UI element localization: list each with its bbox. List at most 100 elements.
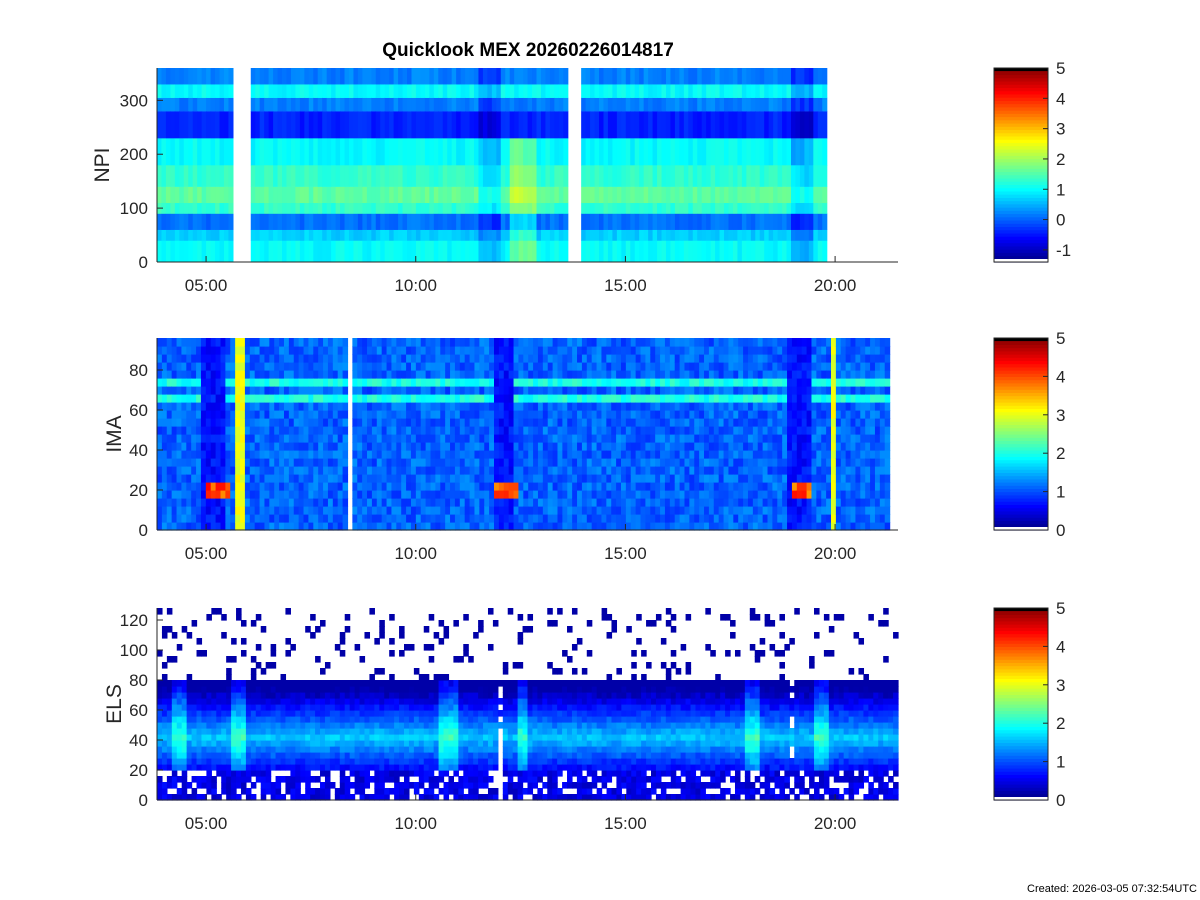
npi-cell xyxy=(697,68,703,85)
ima-cell xyxy=(767,498,773,507)
ima-cell xyxy=(777,458,783,467)
npi-cell xyxy=(500,68,506,85)
ima-cell xyxy=(171,370,178,379)
ima-cell xyxy=(494,458,500,467)
ima-cell xyxy=(567,490,573,499)
ima-cell xyxy=(376,466,383,475)
ima-cell xyxy=(806,418,813,427)
ima-cell xyxy=(630,474,637,483)
npi-cell xyxy=(500,213,506,230)
npi-cell xyxy=(295,229,301,241)
npi-cell xyxy=(340,202,346,214)
ima-cell xyxy=(606,450,612,459)
ima-cell xyxy=(420,522,427,531)
ima-cell xyxy=(772,482,778,491)
ima-cell xyxy=(777,434,783,443)
ima-cell xyxy=(166,426,173,435)
npi-cell xyxy=(549,202,555,214)
npi-cell xyxy=(724,68,730,85)
npi-cell xyxy=(737,138,743,166)
ima-cell xyxy=(694,474,700,483)
ima-cell xyxy=(450,386,456,395)
npi-cell xyxy=(201,213,207,230)
ima-cell xyxy=(640,458,647,467)
ima-cell xyxy=(171,338,178,347)
ima-cell xyxy=(415,410,422,419)
ima-cell xyxy=(166,418,173,427)
ima-cell xyxy=(616,410,622,419)
ima-cell xyxy=(484,490,490,499)
colorbar-step xyxy=(994,245,1048,250)
ima-cell xyxy=(337,370,344,379)
npi-cell xyxy=(692,186,698,204)
ima-cell xyxy=(601,418,607,427)
npi-cell xyxy=(581,84,587,98)
npi-cell xyxy=(393,138,399,166)
ima-cell xyxy=(171,442,178,451)
npi-cell xyxy=(621,97,627,112)
ima-cell xyxy=(352,338,358,347)
npi-cell xyxy=(518,97,524,112)
ima-cell xyxy=(191,426,197,435)
ima-cell xyxy=(806,370,813,379)
ima-cell xyxy=(831,522,837,531)
npi-cell xyxy=(652,138,658,166)
ima-cell xyxy=(454,362,461,371)
npi-cell xyxy=(335,213,341,230)
ima-cell xyxy=(596,370,603,379)
npi-cell xyxy=(813,165,819,187)
ima-cell xyxy=(445,370,451,379)
ima-cell xyxy=(313,450,319,459)
npi-cell xyxy=(715,138,721,166)
ima-cell xyxy=(718,482,725,491)
ima-cell xyxy=(244,338,251,347)
ima-cell xyxy=(313,394,319,403)
ima-cell xyxy=(733,514,739,523)
ima-cell xyxy=(547,426,554,435)
npi-cell xyxy=(737,68,743,85)
ima-cell xyxy=(479,354,485,363)
ima-cell xyxy=(679,346,686,355)
ima-cell xyxy=(415,466,422,475)
ima-cell xyxy=(235,514,241,523)
npi-cell xyxy=(661,186,667,204)
ima-cell xyxy=(430,426,436,435)
ima-cell xyxy=(547,346,554,355)
ima-cell xyxy=(337,474,344,483)
ima-cell xyxy=(503,394,510,403)
npi-cell xyxy=(728,97,734,112)
ima-cell xyxy=(679,402,686,411)
ima-cell xyxy=(791,418,798,427)
ima-cell xyxy=(596,522,603,531)
ima-cell xyxy=(215,474,222,483)
ima-cell xyxy=(572,378,578,387)
npi-cell xyxy=(728,240,734,263)
ima-cell xyxy=(782,410,788,419)
npi-cell xyxy=(679,202,685,214)
npi-cell xyxy=(420,84,426,98)
ima-cell xyxy=(249,378,256,387)
ima-cell xyxy=(279,410,285,419)
npi-cell xyxy=(514,202,520,214)
ima-cell xyxy=(249,338,256,347)
ima-cell xyxy=(572,506,578,515)
ima-cell xyxy=(157,426,163,435)
ima-cell xyxy=(327,506,334,515)
ima-cell xyxy=(298,450,305,459)
ima-cell xyxy=(733,482,739,491)
npi-cell xyxy=(701,229,707,241)
ima-cell xyxy=(494,394,500,403)
ima-cell xyxy=(249,490,256,499)
ima-cell xyxy=(327,362,334,371)
colorbar-step xyxy=(994,142,1048,147)
ima-cell xyxy=(591,338,598,347)
npi-cell xyxy=(652,229,658,241)
npi-cell xyxy=(545,202,551,214)
ima-cell xyxy=(459,426,466,435)
ima-cell xyxy=(635,482,642,491)
colorbar-step xyxy=(994,110,1048,114)
ima-cell xyxy=(664,482,671,491)
npi-cell xyxy=(759,202,765,214)
ima-cell xyxy=(357,514,363,523)
ima-cell xyxy=(831,346,837,355)
